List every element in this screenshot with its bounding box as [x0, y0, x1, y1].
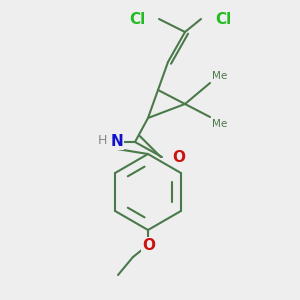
Text: O: O: [172, 149, 185, 164]
Text: N: N: [111, 134, 123, 149]
Text: Cl: Cl: [129, 11, 145, 26]
Text: Me: Me: [212, 119, 227, 129]
Text: O: O: [142, 238, 155, 253]
Text: H: H: [98, 134, 107, 148]
Text: Me: Me: [212, 71, 227, 81]
Text: Cl: Cl: [215, 11, 231, 26]
